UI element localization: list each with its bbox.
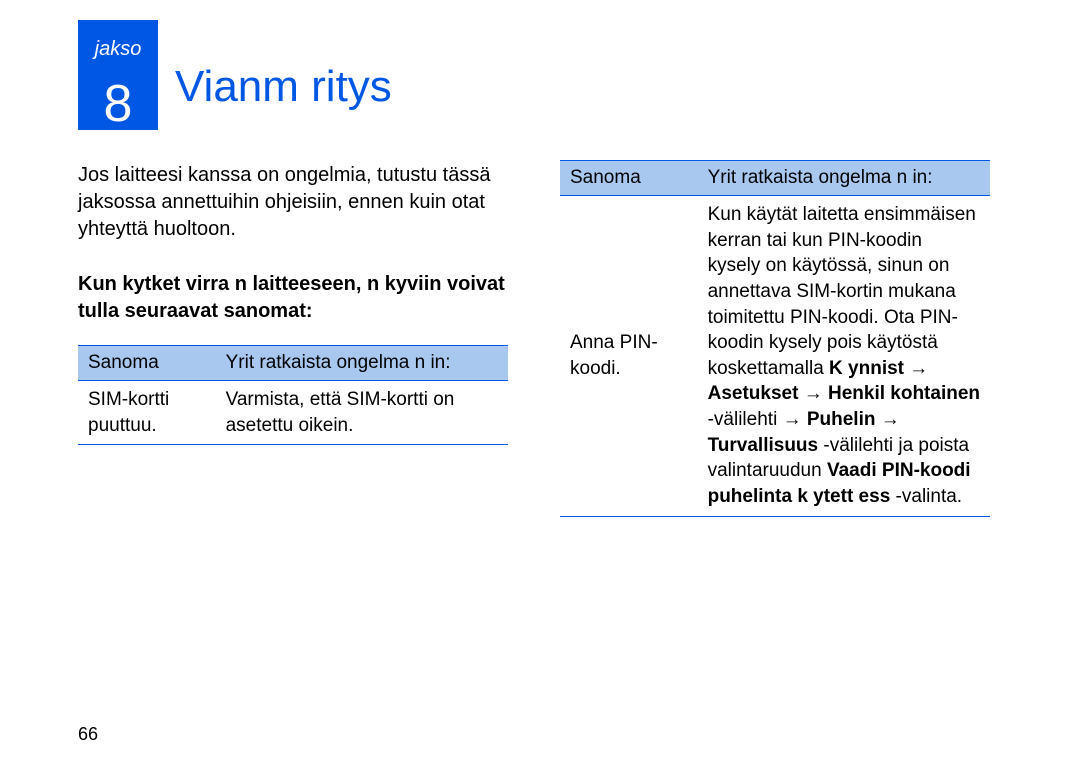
troubleshoot-table-left: Sanoma Yrit ratkaista ongelma n in: SIM-…: [78, 345, 508, 445]
left-column: Jos laitteesi kanssa on ongelmia, tutust…: [78, 162, 508, 445]
table-header-solution: Yrit ratkaista ongelma n in:: [216, 346, 508, 381]
table-header-message: Sanoma: [560, 161, 698, 196]
table-row: Anna PIN-koodi. Kun käytät laitetta ensi…: [560, 196, 990, 517]
table-cell-message: Anna PIN-koodi.: [560, 196, 698, 517]
page-number: 66: [78, 724, 98, 745]
subheading: Kun kytket virra n laitteeseen, n kyviin…: [78, 271, 508, 325]
table-header-row: Sanoma Yrit ratkaista ongelma n in:: [78, 346, 508, 381]
table-cell-solution: Kun käytät laitetta ensimmäisen kerran t…: [698, 196, 990, 517]
table-header-row: Sanoma Yrit ratkaista ongelma n in:: [560, 161, 990, 196]
table-header-message: Sanoma: [78, 346, 216, 381]
table-row: SIM-kortti puuttuu. Varmista, että SIM-k…: [78, 381, 508, 445]
intro-paragraph: Jos laitteesi kanssa on ongelmia, tutust…: [78, 162, 508, 243]
chapter-title: Vianm ritys: [175, 62, 392, 112]
chapter-number: 8: [78, 78, 158, 130]
table-header-solution: Yrit ratkaista ongelma n in:: [698, 161, 990, 196]
chapter-block: jakso 8: [78, 20, 158, 130]
right-column: Sanoma Yrit ratkaista ongelma n in: Anna…: [560, 160, 990, 517]
page: jakso 8 Vianm ritys Jos laitteesi kanssa…: [0, 0, 1080, 765]
troubleshoot-table-right: Sanoma Yrit ratkaista ongelma n in: Anna…: [560, 160, 990, 517]
table-cell-solution: Varmista, että SIM-kortti on asetettu oi…: [216, 381, 508, 445]
table-cell-message: SIM-kortti puuttuu.: [78, 381, 216, 445]
chapter-label: jakso: [78, 38, 158, 61]
